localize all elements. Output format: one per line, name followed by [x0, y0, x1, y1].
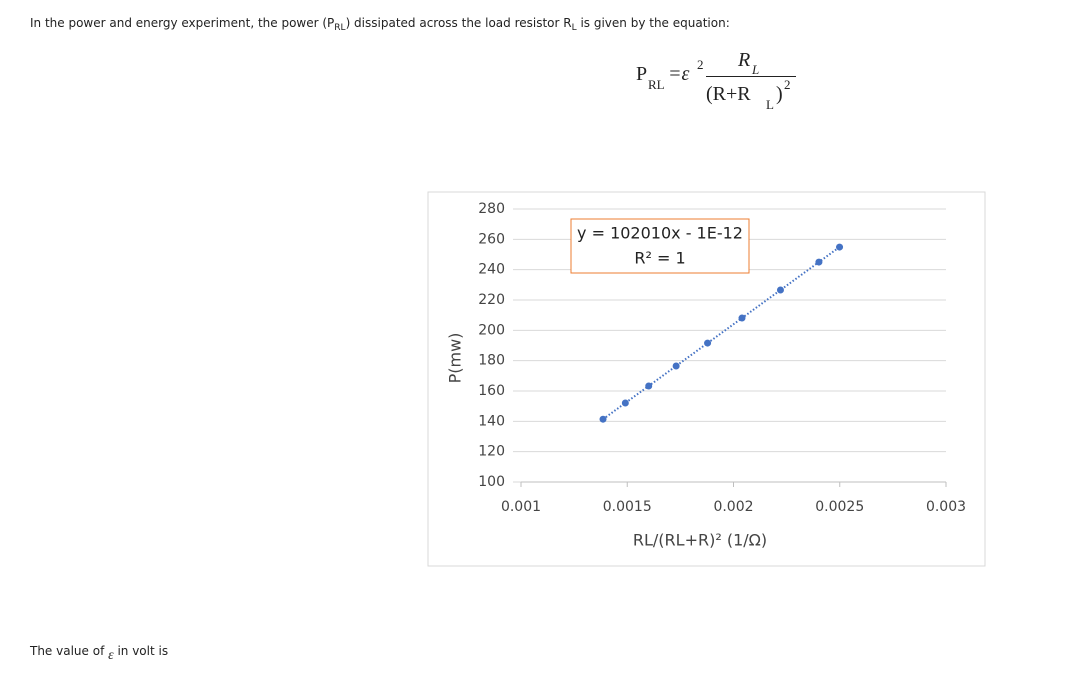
- trendline-r2: R² = 1: [634, 249, 685, 268]
- eq-text: P: [636, 63, 648, 85]
- intro-text: ) dissipated across the load resistor R: [345, 16, 572, 30]
- question: The value of ε in volt is: [30, 644, 168, 664]
- y-tick-label: 200: [478, 322, 505, 338]
- data-point: [776, 286, 784, 294]
- intro-sub: RL: [334, 23, 346, 33]
- y-tick-label: 160: [478, 383, 505, 399]
- y-tick-label: 280: [478, 201, 505, 217]
- x-tick-label: 0.0015: [603, 499, 652, 515]
- question-symbol: ε: [108, 648, 114, 663]
- eq-sub: RL: [648, 77, 665, 92]
- trendline-box: [570, 218, 750, 274]
- eq-text: =ε: [668, 63, 690, 85]
- data-point: [704, 339, 712, 347]
- trendline-equation: y = 102010x - 1E-12: [577, 224, 743, 243]
- y-axis-label: P(mw): [446, 333, 465, 384]
- y-tick-label: 120: [478, 444, 505, 460]
- y-tick-label: 180: [478, 353, 505, 369]
- data-point: [621, 399, 629, 407]
- intro-sub: L: [571, 23, 577, 33]
- x-tick-label: 0.001: [501, 499, 541, 515]
- data-point: [815, 258, 823, 266]
- chart-frame: [427, 191, 986, 567]
- y-tick-label: 140: [478, 413, 505, 429]
- data-point: [836, 243, 844, 251]
- eq-sub: L: [752, 62, 760, 77]
- question-text: in volt is: [113, 644, 169, 658]
- intro: In the power and energy experiment, the …: [30, 16, 730, 33]
- x-tick-label: 0.003: [926, 499, 966, 515]
- data-point: [738, 314, 746, 322]
- question-text: The value of: [30, 644, 109, 658]
- data-point: [645, 382, 653, 390]
- y-tick-label: 260: [478, 231, 505, 247]
- y-tick-label: 220: [478, 292, 505, 308]
- y-tick-label: 100: [478, 474, 505, 490]
- data-point: [672, 362, 680, 370]
- eq-text: ): [776, 83, 783, 105]
- fraction-bar: [706, 76, 796, 77]
- intro-text: is given by the equation:: [576, 16, 730, 30]
- x-tick-label: 0.0025: [815, 499, 864, 515]
- x-axis-label: RL/(RL+R)² (1/Ω): [633, 531, 767, 550]
- intro-text: In the power and energy experiment, the …: [30, 16, 335, 30]
- data-point: [599, 415, 607, 423]
- eq-text: (R+R: [706, 83, 751, 105]
- y-tick-label: 240: [478, 262, 505, 278]
- eq-sup: 2: [784, 77, 791, 92]
- x-tick-label: 0.002: [713, 499, 753, 515]
- eq-text: R: [738, 49, 751, 71]
- eq-sub: L: [766, 97, 774, 112]
- eq-sup: 2: [697, 57, 704, 72]
